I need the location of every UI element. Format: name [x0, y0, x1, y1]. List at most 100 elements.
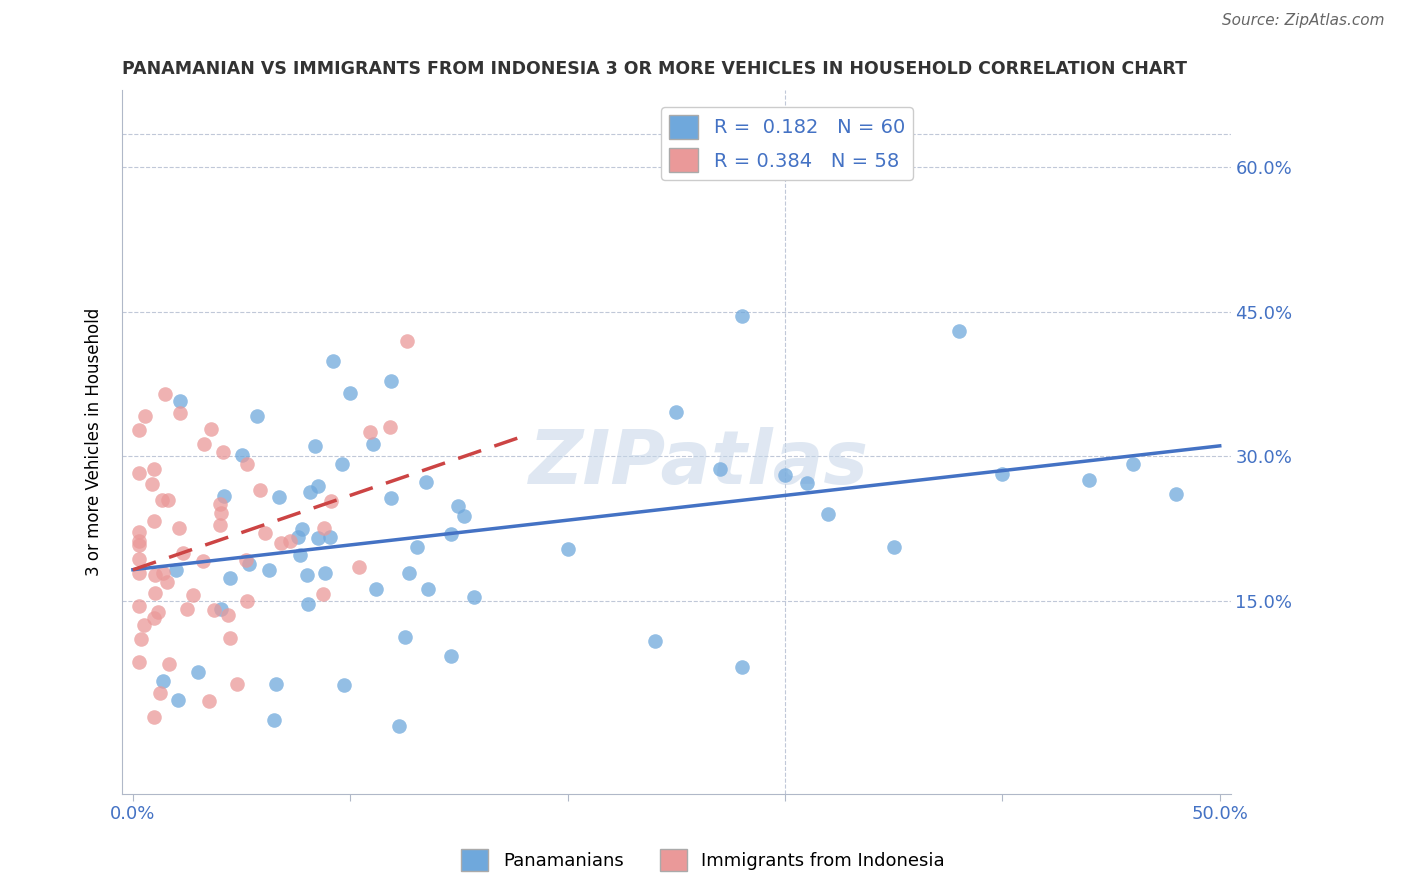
Legend: R =  0.182   N = 60, R = 0.384   N = 58: R = 0.182 N = 60, R = 0.384 N = 58 — [661, 107, 912, 180]
Point — [134, 409, 156, 423]
Point — [380, 374, 402, 388]
Point — [299, 485, 322, 500]
Point — [398, 566, 420, 580]
Point — [246, 409, 269, 423]
Point — [287, 530, 309, 544]
Y-axis label: 3 or more Vehicles in Household: 3 or more Vehicles in Household — [86, 308, 103, 576]
Point — [200, 422, 222, 436]
Point — [415, 475, 437, 490]
Point — [378, 420, 401, 434]
Point — [257, 563, 280, 577]
Point — [219, 631, 242, 645]
Point — [209, 506, 232, 520]
Point — [134, 617, 156, 632]
Point — [883, 540, 905, 554]
Point — [197, 694, 219, 708]
Point — [254, 526, 277, 541]
Text: PANAMANIAN VS IMMIGRANTS FROM INDONESIA 3 OR MORE VEHICLES IN HOUSEHOLD CORRELAT: PANAMANIAN VS IMMIGRANTS FROM INDONESIA … — [122, 60, 1187, 78]
Point — [1122, 457, 1144, 471]
Point — [330, 457, 353, 471]
Point — [169, 406, 191, 420]
Text: ZIPatlas: ZIPatlas — [529, 426, 869, 500]
Point — [405, 540, 427, 554]
Point — [231, 448, 253, 462]
Point — [128, 534, 150, 549]
Point — [249, 483, 271, 497]
Point — [349, 559, 371, 574]
Point — [463, 590, 485, 604]
Point — [235, 553, 257, 567]
Point — [165, 563, 187, 577]
Point — [644, 634, 666, 648]
Point — [208, 518, 231, 533]
Point — [817, 507, 839, 521]
Point — [312, 521, 335, 535]
Point — [143, 586, 166, 600]
Point — [236, 593, 259, 607]
Point — [157, 657, 180, 671]
Point — [212, 489, 235, 503]
Point — [280, 533, 302, 548]
Point — [143, 710, 166, 724]
Point — [307, 479, 329, 493]
Point — [149, 686, 172, 700]
Point — [453, 508, 475, 523]
Point — [366, 582, 388, 596]
Point — [709, 462, 731, 476]
Point — [665, 405, 688, 419]
Point — [312, 587, 335, 601]
Point — [416, 582, 439, 596]
Point — [128, 525, 150, 540]
Point — [128, 423, 150, 437]
Point — [202, 602, 225, 616]
Point — [128, 538, 150, 552]
Point — [167, 692, 190, 706]
Point — [291, 522, 314, 536]
Point — [1078, 473, 1101, 487]
Point — [193, 436, 215, 450]
Point — [209, 602, 232, 616]
Point — [730, 660, 752, 674]
Point — [167, 520, 190, 534]
Point — [155, 387, 177, 401]
Point — [333, 678, 356, 692]
Point — [267, 490, 290, 504]
Point — [152, 673, 174, 688]
Point — [143, 462, 166, 476]
Point — [263, 713, 285, 727]
Point — [388, 719, 411, 733]
Point — [212, 445, 235, 459]
Point — [1166, 487, 1188, 501]
Point — [218, 571, 240, 585]
Point — [217, 608, 239, 623]
Point — [264, 677, 287, 691]
Point — [557, 542, 579, 557]
Point — [146, 605, 169, 619]
Point — [129, 632, 152, 647]
Point — [128, 566, 150, 581]
Point — [187, 665, 209, 679]
Point — [730, 309, 752, 323]
Point — [447, 499, 470, 513]
Point — [193, 554, 215, 568]
Point — [948, 324, 970, 338]
Point — [150, 492, 173, 507]
Point — [307, 532, 329, 546]
Point — [991, 467, 1014, 481]
Point — [394, 630, 416, 644]
Point — [773, 468, 796, 483]
Point — [359, 425, 381, 439]
Legend: Panamanians, Immigrants from Indonesia: Panamanians, Immigrants from Indonesia — [454, 842, 952, 879]
Point — [172, 546, 194, 560]
Point — [270, 535, 292, 549]
Point — [304, 439, 326, 453]
Point — [141, 477, 163, 491]
Point — [295, 568, 318, 582]
Point — [128, 655, 150, 669]
Point — [208, 497, 231, 511]
Point — [235, 458, 257, 472]
Point — [319, 494, 342, 508]
Point — [238, 557, 260, 571]
Point — [183, 588, 205, 602]
Point — [440, 526, 463, 541]
